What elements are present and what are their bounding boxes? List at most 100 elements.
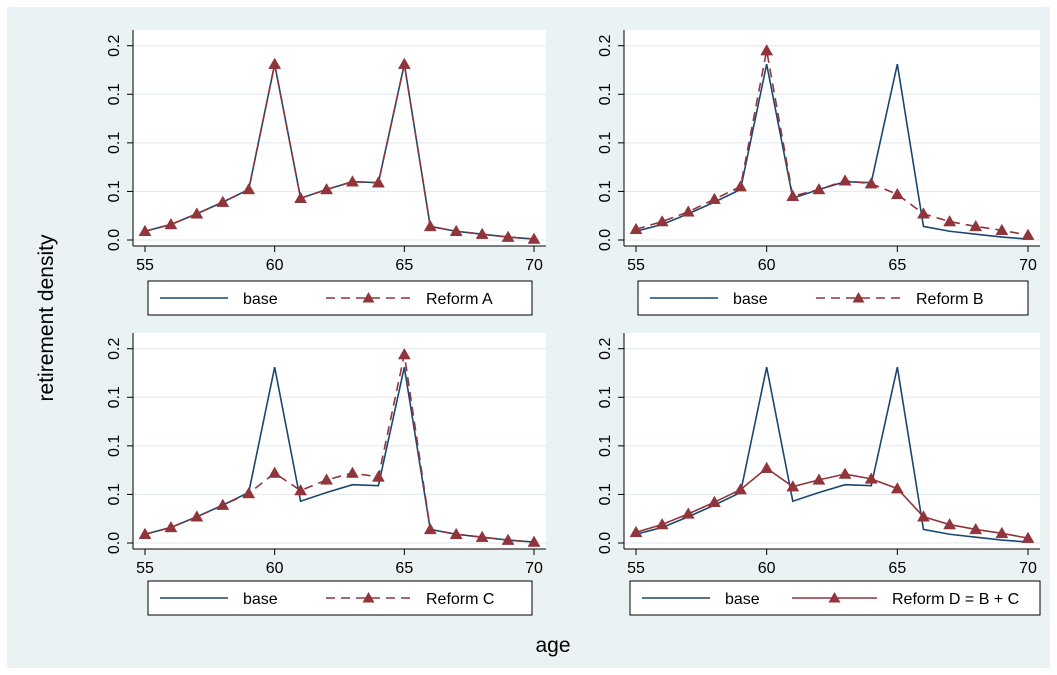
x-tick-label: 65 [888, 257, 906, 274]
x-tick-label: 55 [136, 257, 154, 274]
series-line-reform [144, 64, 535, 240]
data-point [164, 520, 178, 533]
data-point [629, 525, 643, 538]
data-point [242, 486, 256, 499]
data-point [449, 224, 463, 237]
y-tick-label: 0.0 [597, 532, 614, 554]
data-point [423, 522, 437, 535]
data-point [346, 175, 359, 187]
data-point [655, 215, 669, 227]
data-point [449, 527, 463, 540]
series-line-base [144, 367, 535, 543]
x-tick-label: 55 [627, 257, 645, 274]
plot-area [133, 30, 546, 246]
x-tick-label: 65 [888, 560, 906, 577]
data-point [917, 510, 930, 522]
data-point [190, 207, 204, 219]
data-point [1021, 228, 1035, 240]
y-tick-label: 0.2 [597, 337, 614, 359]
x-tick-label: 60 [266, 560, 284, 577]
data-point [969, 522, 983, 535]
data-point [760, 461, 774, 473]
legend-label-base: base [733, 291, 768, 308]
legend-marker-reform [362, 592, 375, 603]
data-point [501, 230, 515, 242]
panel-4: 0.0 0.1 0.1 0.1 0.2 55 60 65 70 base Reform D = B … [597, 333, 1041, 616]
legend: base Reform B [637, 280, 1029, 316]
data-point [943, 215, 957, 227]
y-tick-label: 0.1 [597, 483, 614, 505]
data-point [320, 182, 333, 195]
data-point [786, 189, 800, 202]
y-tick-label: 0.1 [106, 435, 123, 457]
data-point [995, 223, 1009, 236]
legend-marker-reform [852, 292, 865, 303]
data-point [320, 473, 333, 485]
y-tick-label: 0.0 [106, 229, 123, 251]
data-point [864, 177, 878, 189]
legend-label-base: base [243, 591, 278, 608]
data-point [164, 217, 178, 230]
x-tick-label: 60 [266, 257, 284, 274]
y-tick-label: 0.0 [597, 229, 614, 251]
x-tick-label: 60 [758, 560, 776, 577]
data-point [943, 518, 957, 530]
series-line-base [635, 366, 1029, 543]
data-point [268, 57, 282, 69]
data-point [475, 530, 489, 542]
x-tick-label: 65 [395, 257, 413, 274]
y-tick-label: 0.1 [597, 435, 614, 457]
data-point [890, 482, 904, 494]
data-point [890, 187, 904, 200]
legend: base Reform A [147, 280, 533, 316]
x-tick-label: 60 [758, 257, 776, 274]
data-point [138, 224, 152, 237]
x-tick-label: 65 [395, 560, 413, 577]
data-point [681, 205, 695, 217]
panel-3: 0.0 0.1 0.1 0.1 0.2 55 60 65 70 base Reform C [106, 333, 546, 616]
y-tick-label: 0.1 [106, 180, 123, 202]
legend-label-reform: Reform B [916, 291, 984, 308]
legend-marker-reform [828, 592, 841, 603]
data-point [216, 498, 230, 510]
data-point [138, 527, 152, 540]
y-tick-label: 0.1 [106, 386, 123, 408]
x-tick-label: 70 [525, 257, 543, 274]
data-point [242, 182, 256, 195]
data-point [190, 510, 204, 522]
y-tick-label: 0.1 [597, 180, 614, 202]
series-line-reform [635, 467, 1029, 539]
x-axis-title: age [535, 634, 570, 657]
data-point [812, 182, 826, 195]
data-point [423, 219, 437, 232]
y-tick-label: 0.1 [106, 483, 123, 505]
data-point [760, 44, 774, 56]
x-tick-label: 70 [1019, 257, 1037, 274]
data-point [371, 470, 385, 482]
data-point [501, 533, 515, 545]
y-tick-label: 0.1 [597, 132, 614, 154]
data-point [681, 507, 695, 519]
data-point [346, 466, 359, 478]
data-point [707, 192, 721, 204]
series-line-reform [635, 50, 1029, 236]
y-tick-label: 0.2 [597, 34, 614, 56]
data-point [655, 518, 669, 530]
data-point [268, 466, 282, 478]
data-point [864, 472, 878, 484]
data-point [527, 232, 541, 244]
data-point [812, 473, 826, 485]
x-tick-label: 70 [1019, 560, 1037, 577]
data-point [294, 484, 308, 496]
plot-area [624, 333, 1040, 549]
legend-label-base: base [725, 591, 760, 608]
y-tick-label: 0.2 [106, 337, 123, 359]
data-point [707, 495, 721, 507]
data-point [838, 174, 852, 186]
data-point [838, 467, 852, 479]
data-point [371, 176, 385, 188]
y-tick-label: 0.0 [106, 532, 123, 554]
legend-label-base: base [243, 291, 278, 308]
data-point [734, 180, 747, 192]
